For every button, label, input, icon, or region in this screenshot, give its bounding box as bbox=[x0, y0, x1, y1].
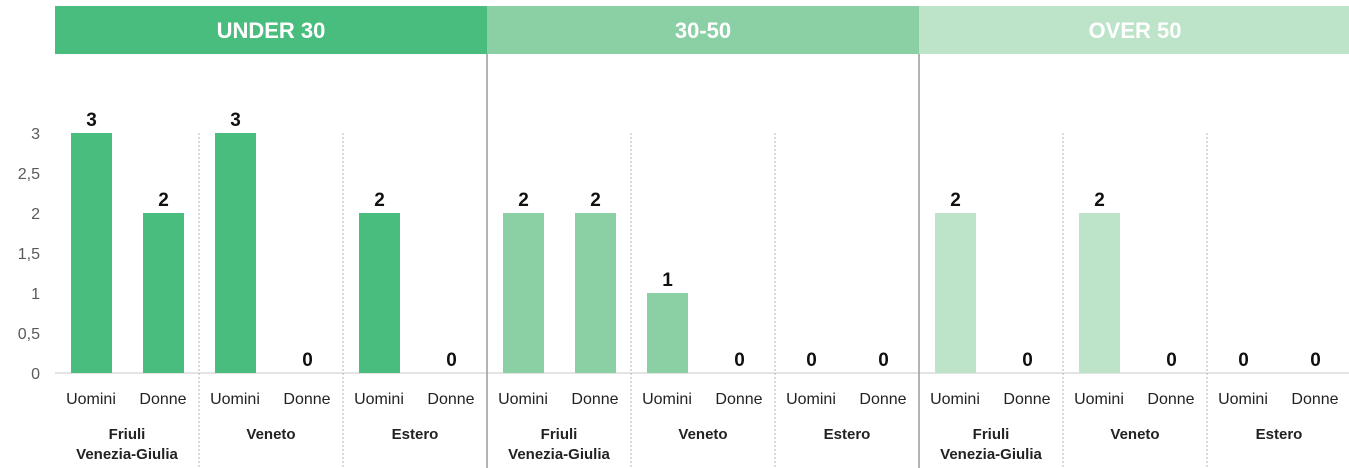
bar-value-label: 0 bbox=[734, 350, 745, 371]
gender-label: Uomini bbox=[1218, 391, 1268, 408]
y-tick-label: 1,5 bbox=[18, 246, 40, 263]
bar-value-label: 2 bbox=[374, 190, 385, 211]
gender-label: Donne bbox=[283, 391, 330, 408]
age-group-header-label: OVER 50 bbox=[1089, 18, 1182, 43]
gender-label: Uomini bbox=[786, 391, 836, 408]
region-label: Veneto bbox=[246, 426, 295, 443]
bar-value-label: 2 bbox=[950, 190, 961, 211]
gender-label: Donne bbox=[139, 391, 186, 408]
bar bbox=[647, 293, 688, 373]
gender-label: Donne bbox=[1147, 391, 1194, 408]
region-label: Friuli Venezia-Giulia bbox=[508, 426, 610, 463]
region-label: Estero bbox=[392, 426, 439, 443]
gender-label: Uomini bbox=[642, 391, 692, 408]
region-label: Estero bbox=[1256, 426, 1303, 443]
bar-value-label: 0 bbox=[1310, 350, 1321, 371]
bar-value-label: 1 bbox=[662, 270, 673, 291]
y-tick-label: 2,5 bbox=[18, 166, 40, 183]
y-axis: 0 0,5 1 1,5 2 2,5 3 bbox=[18, 126, 40, 383]
bar bbox=[575, 213, 616, 373]
bar-value-label: 0 bbox=[1022, 350, 1033, 371]
age-group-header-band bbox=[487, 6, 919, 54]
gender-label: Uomini bbox=[930, 391, 980, 408]
gender-label: Donne bbox=[1291, 391, 1338, 408]
bar bbox=[503, 213, 544, 373]
y-tick-label: 3 bbox=[31, 126, 40, 143]
gender-label: Uomini bbox=[210, 391, 260, 408]
age-group-header-band bbox=[919, 6, 1349, 54]
bar-value-label: 0 bbox=[806, 350, 817, 371]
bar-value-label: 0 bbox=[1166, 350, 1177, 371]
bar-value-label: 2 bbox=[1094, 190, 1105, 211]
bar-value-label: 3 bbox=[86, 110, 97, 131]
gender-label: Donne bbox=[715, 391, 762, 408]
gender-label: Donne bbox=[859, 391, 906, 408]
bars bbox=[71, 133, 1120, 373]
gender-label: Uomini bbox=[498, 391, 548, 408]
bar bbox=[359, 213, 400, 373]
gender-label: Donne bbox=[427, 391, 474, 408]
region-label: Veneto bbox=[678, 426, 727, 443]
region-label: Friuli Venezia-Giulia bbox=[940, 426, 1042, 463]
bar-value-label: 3 bbox=[230, 110, 241, 131]
region-label: Veneto bbox=[1110, 426, 1159, 443]
age-group-header-band bbox=[55, 6, 487, 54]
gender-label: Uomini bbox=[66, 391, 116, 408]
bar-value-label: 2 bbox=[590, 190, 601, 211]
bar bbox=[215, 133, 256, 373]
gender-label: Donne bbox=[571, 391, 618, 408]
y-tick-label: 0,5 bbox=[18, 326, 40, 343]
bar bbox=[1079, 213, 1120, 373]
bar-value-label: 2 bbox=[158, 190, 169, 211]
age-group-headers: UNDER 30 30-50 OVER 50 bbox=[55, 6, 1349, 54]
value-labels: 3 2 3 0 2 0 2 2 1 0 0 0 2 0 2 0 0 0 bbox=[86, 110, 1321, 371]
gender-label: Uomini bbox=[1074, 391, 1124, 408]
bar bbox=[935, 213, 976, 373]
bar-value-label: 2 bbox=[518, 190, 529, 211]
bar-value-label: 0 bbox=[1238, 350, 1249, 371]
y-tick-label: 2 bbox=[31, 206, 40, 223]
bar bbox=[71, 133, 112, 373]
age-group-header-label: 30-50 bbox=[675, 18, 731, 43]
bar-value-label: 0 bbox=[446, 350, 457, 371]
region-label: Friuli Venezia-Giulia bbox=[76, 426, 178, 463]
region-label: Estero bbox=[824, 426, 871, 443]
bar-value-label: 0 bbox=[302, 350, 313, 371]
gender-label: Uomini bbox=[354, 391, 404, 408]
y-tick-label: 1 bbox=[31, 286, 40, 303]
y-tick-label: 0 bbox=[31, 366, 40, 383]
bar bbox=[143, 213, 184, 373]
gender-label: Donne bbox=[1003, 391, 1050, 408]
x-axis: Friuli Venezia-Giulia Uomini Donne Veneto Uom… bbox=[66, 391, 1339, 463]
age-group-header-label: UNDER 30 bbox=[217, 18, 326, 43]
bar-value-label: 0 bbox=[878, 350, 889, 371]
grid-lines bbox=[55, 6, 1349, 468]
